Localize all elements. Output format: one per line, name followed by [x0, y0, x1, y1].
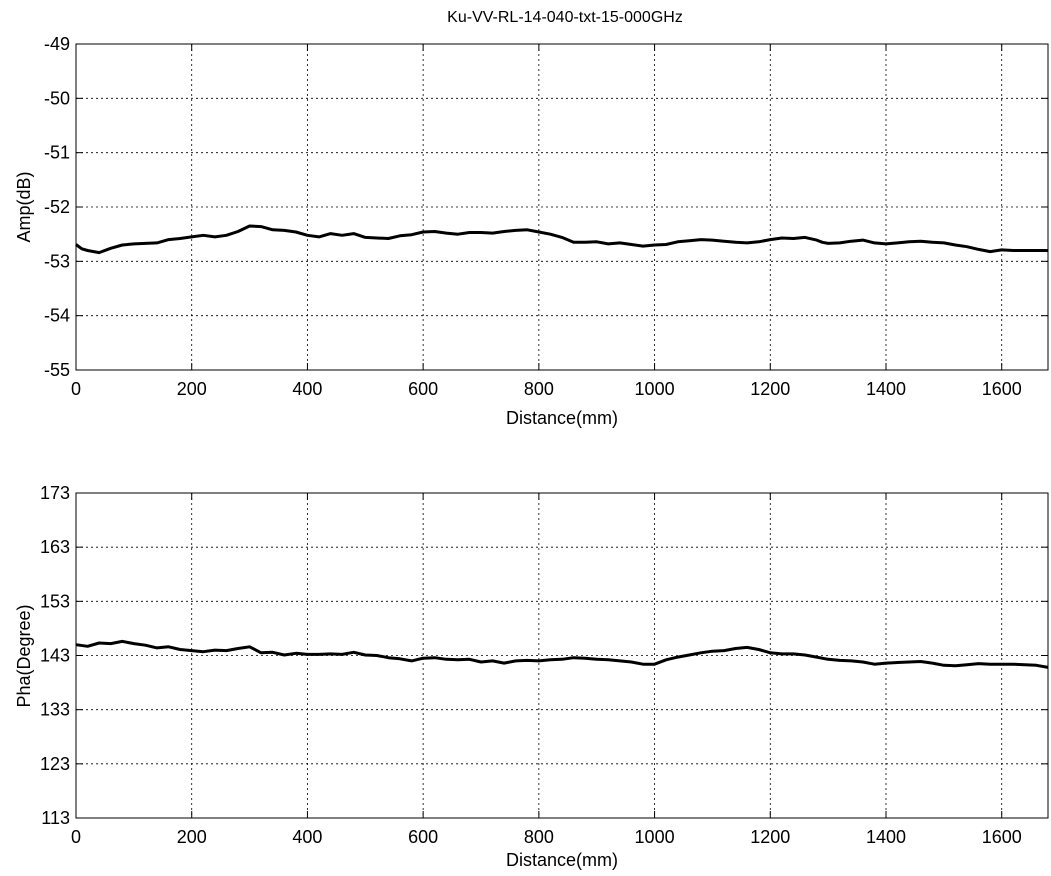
amplitude-x-axis-label: Distance(mm) [506, 408, 618, 428]
amplitude-y-tick-label: -51 [44, 143, 70, 163]
amplitude-x-tick-label: 1600 [982, 379, 1022, 399]
amplitude-series-line [75, 224, 1048, 255]
amplitude-y-axis-label: Amp(dB) [14, 171, 34, 242]
phase-y-tick-label: 173 [40, 483, 70, 503]
amplitude-x-tick-label: 1000 [635, 379, 675, 399]
phase-y-axis-label: Pha(Degree) [14, 604, 34, 707]
phase-x-tick-label: 200 [177, 827, 207, 847]
amplitude-y-tick-label: -50 [44, 88, 70, 108]
amplitude-y-tick-label: -49 [44, 34, 70, 54]
chart-title: Ku-VV-RL-14-040-txt-15-000GHz [447, 9, 683, 26]
phase-y-tick-label: 113 [41, 808, 70, 828]
amplitude-x-tick-label: 800 [524, 379, 554, 399]
amplitude-y-tick-label: -54 [44, 306, 70, 326]
phase-x-tick-label: 600 [408, 827, 438, 847]
phase-x-tick-label: 400 [292, 827, 322, 847]
phase-x-tick-label: 1400 [866, 827, 906, 847]
phase-x-tick-label: 1200 [750, 827, 790, 847]
phase-x-tick-label: 800 [524, 827, 554, 847]
phase-series-line [75, 639, 1049, 669]
phase-y-tick-label: 163 [40, 537, 70, 557]
amplitude-y-tick-label: -53 [44, 251, 70, 271]
amplitude-x-tick-label: 200 [177, 379, 207, 399]
amplitude-x-tick-label: 400 [292, 379, 322, 399]
amplitude-y-tick-label: -52 [44, 197, 70, 217]
amplitude-x-tick-label: 0 [71, 379, 81, 399]
phase-x-axis-label: Distance(mm) [506, 850, 618, 870]
phase-y-tick-label: 143 [40, 646, 70, 666]
amplitude-plot: 0 200 400 600 800 1000 1200 1400 1600 -55 -54 -53 -5… [44, 34, 1049, 399]
amplitude-x-tick-label: 600 [408, 379, 438, 399]
phase-x-tick-label: 1600 [982, 827, 1022, 847]
amplitude-y-tick-label: -55 [44, 360, 70, 380]
phase-y-tick-label: 153 [40, 591, 70, 611]
phase-x-tick-label: 1000 [635, 827, 675, 847]
amplitude-x-tick-label: 1400 [866, 379, 906, 399]
phase-y-tick-label: 123 [40, 754, 70, 774]
phase-plot: 0 200 400 600 800 1000 1200 1400 1600 113 123 133 14… [40, 483, 1049, 847]
amplitude-x-tick-label: 1200 [750, 379, 790, 399]
phase-x-tick-label: 0 [71, 827, 81, 847]
phase-y-tick-label: 133 [40, 700, 70, 720]
